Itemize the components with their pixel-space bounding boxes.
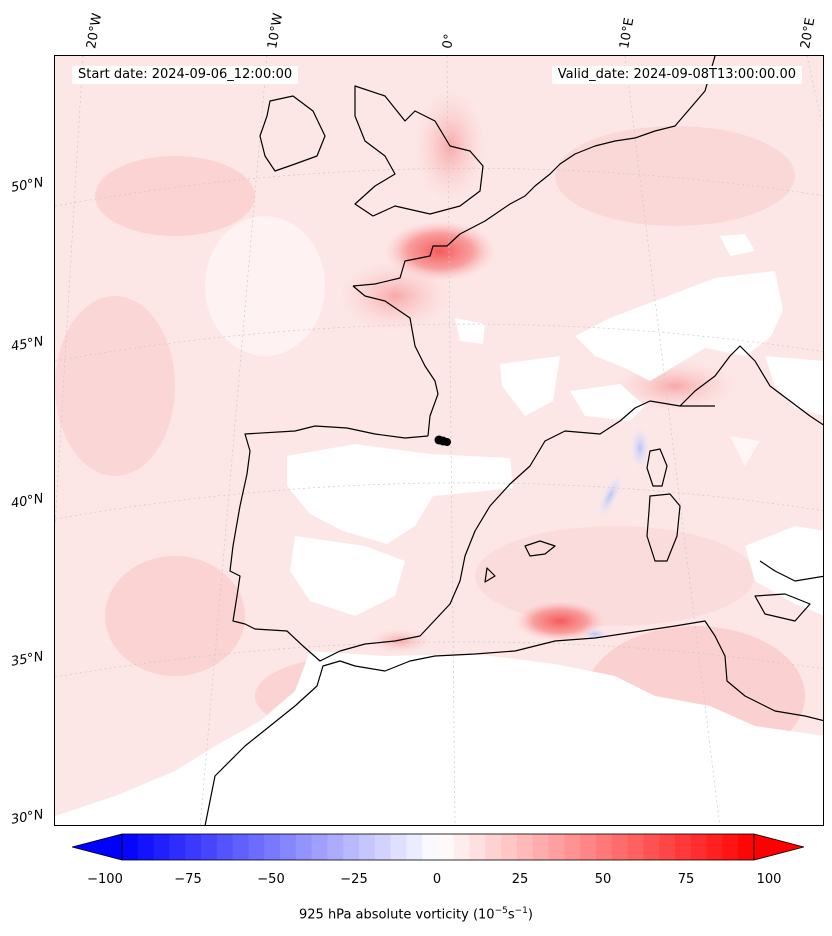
colorbar-cell: [343, 834, 360, 860]
colorbar-cell: [122, 834, 139, 860]
colorbar-cell: [311, 834, 328, 860]
colorbar-cell: [201, 834, 218, 860]
colorbar-tick-6: 50: [594, 872, 612, 887]
colorbar-cell: [137, 834, 155, 860]
colorbar-cell: [438, 834, 455, 860]
lon-label-10e: 10°E: [617, 16, 638, 51]
colorbar-cell: [280, 834, 297, 860]
colorbar-tick-5: 25: [511, 872, 529, 887]
lat-label-30n: 30°N: [9, 807, 45, 828]
lat-label-40n: 40°N: [9, 491, 45, 512]
colorbar-tick-8: 100: [756, 872, 782, 887]
colorbar-cell: [185, 834, 202, 860]
colorbar-cell: [264, 834, 281, 860]
colorbar-tick-3: −25: [340, 872, 368, 887]
colorbar-cell: [548, 834, 565, 860]
colorbar-cell: [374, 834, 392, 860]
colorbar-cell: [690, 834, 708, 860]
colorbar: [72, 833, 804, 861]
colorbar-cell: [532, 834, 550, 860]
colorbar-cell: [501, 834, 518, 860]
lon-label-20w: 20°W: [84, 12, 106, 51]
lon-label-0: 0°: [440, 32, 458, 50]
colorbar-label: 925 hPa absolute vorticity (10−5s−1): [299, 906, 533, 923]
colorbar-cell: [517, 834, 534, 860]
colorbar-cell: [422, 834, 439, 860]
colorbar-cell: [248, 834, 265, 860]
lat-label-35n: 35°N: [9, 649, 45, 670]
colorbar-tick-1: −75: [174, 872, 202, 887]
lat-label-45n: 45°N: [9, 334, 45, 355]
colorbar-cell: [485, 834, 502, 860]
colorbar-cell: [611, 834, 629, 860]
colorbar-extend-min: [72, 833, 123, 861]
colorbar-cell: [675, 834, 692, 860]
storm-marker: [434, 435, 451, 446]
colorbar-cell: [216, 834, 234, 860]
colorbar-cell: [738, 834, 755, 860]
colorbar-cell: [580, 834, 597, 860]
map-panel[interactable]: [54, 55, 824, 826]
lon-label-20e: 20°E: [798, 16, 819, 51]
lon-label-10w: 10°W: [265, 12, 287, 51]
colorbar-cell: [627, 834, 644, 860]
colorbar-cell: [722, 834, 739, 860]
colorbar-cell: [327, 834, 344, 860]
colorbar-outline: [121, 833, 755, 861]
vorticity-map: [55, 56, 823, 825]
colorbar-tick-2: −50: [257, 872, 285, 887]
colorbar-tick-0: −100: [87, 872, 123, 887]
colorbar-cell: [295, 834, 313, 860]
colorbar-cell: [406, 834, 423, 860]
colorbar-tick-4: 0: [432, 872, 442, 887]
colorbar-cell: [469, 834, 486, 860]
colorbar-cell: [453, 834, 471, 860]
valid-date-label: Valid_date: 2024-09-08T13:00:00.00: [551, 66, 802, 84]
colorbar-cell: [390, 834, 407, 860]
colorbar-extend-max: [753, 833, 804, 861]
colorbar-cells: [122, 834, 755, 860]
colorbar-cell: [359, 834, 376, 860]
start-date-label: Start date: 2024-09-06_12:00:00: [72, 66, 299, 84]
colorbar-cell: [564, 834, 581, 860]
graticule: [55, 56, 823, 825]
colorbar-cell: [232, 834, 249, 860]
colorbar-cell: [643, 834, 660, 860]
colorbar-tick-7: 75: [677, 872, 695, 887]
colorbar-cell: [169, 834, 186, 860]
lat-label-50n: 50°N: [9, 175, 45, 196]
colorbar-cell: [659, 834, 676, 860]
coastlines: [204, 56, 823, 825]
vorticity-field: [55, 91, 823, 825]
colorbar-cell: [596, 834, 613, 860]
colorbar-cell: [153, 834, 170, 860]
colorbar-cell: [706, 834, 723, 860]
